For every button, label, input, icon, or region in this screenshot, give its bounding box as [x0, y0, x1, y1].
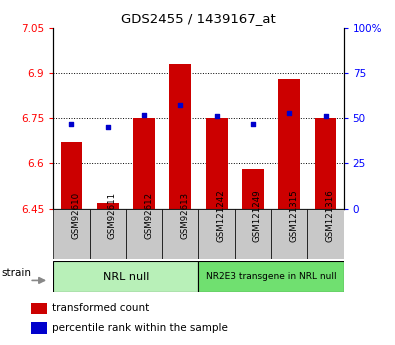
Bar — [235, 209, 271, 259]
Bar — [162, 209, 199, 259]
Point — [177, 103, 184, 108]
Title: GDS2455 / 1439167_at: GDS2455 / 1439167_at — [121, 12, 276, 25]
Point — [68, 121, 75, 126]
Bar — [271, 209, 307, 259]
Bar — [169, 64, 191, 209]
Bar — [31, 322, 47, 334]
Bar — [199, 261, 344, 292]
Bar — [90, 209, 126, 259]
Bar — [278, 79, 300, 209]
Text: strain: strain — [1, 268, 31, 278]
Bar — [53, 209, 90, 259]
Bar — [60, 142, 83, 209]
Bar — [314, 118, 337, 209]
Text: GSM92613: GSM92613 — [181, 192, 189, 239]
Text: transformed count: transformed count — [52, 304, 149, 314]
Text: GSM92610: GSM92610 — [71, 192, 81, 239]
Point — [141, 112, 147, 117]
Point — [250, 121, 256, 126]
Text: GSM121249: GSM121249 — [253, 189, 262, 242]
Bar — [199, 209, 235, 259]
Point — [105, 125, 111, 130]
Bar — [31, 303, 47, 314]
Bar — [206, 118, 228, 209]
Text: NRL null: NRL null — [103, 272, 149, 282]
Point — [322, 114, 329, 119]
Text: GSM121315: GSM121315 — [289, 189, 298, 242]
Point — [286, 110, 292, 116]
Bar — [307, 209, 344, 259]
Bar — [53, 261, 199, 292]
Point — [213, 114, 220, 119]
Text: GSM121242: GSM121242 — [216, 189, 226, 242]
Text: percentile rank within the sample: percentile rank within the sample — [52, 323, 228, 333]
Text: GSM92612: GSM92612 — [144, 192, 153, 239]
Bar — [97, 203, 118, 209]
Bar — [126, 209, 162, 259]
Bar — [133, 118, 155, 209]
Text: GSM92611: GSM92611 — [108, 192, 117, 239]
Text: NR2E3 transgene in NRL null: NR2E3 transgene in NRL null — [206, 272, 337, 281]
Bar — [242, 169, 264, 209]
Text: GSM121316: GSM121316 — [325, 189, 335, 242]
